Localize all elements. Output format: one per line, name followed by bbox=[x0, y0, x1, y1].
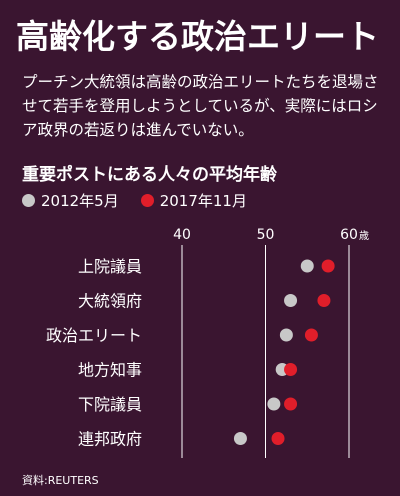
page-title: 高齢化する政治エリート bbox=[16, 17, 379, 56]
legend-dot-2017 bbox=[140, 194, 154, 207]
category-label: 地方知事 bbox=[78, 361, 142, 380]
lead-paragraph: プーチン大統領は高齢の政治エリートたちを退場させて若手を登用しようとしているが、… bbox=[22, 73, 379, 139]
legend-item-2017: 2017年11月 bbox=[140, 190, 247, 211]
point-2017 bbox=[304, 328, 318, 342]
legend-dot-2012 bbox=[22, 194, 35, 207]
point-2017 bbox=[284, 397, 298, 411]
x-tick-label: 40 bbox=[173, 227, 191, 243]
legend-label-2012: 2012年5月 bbox=[41, 192, 119, 210]
point-2012 bbox=[279, 328, 293, 342]
chart-legend: 2012年5月 2017年11月 bbox=[22, 190, 269, 211]
x-unit-label: 歳 bbox=[359, 230, 369, 242]
chart-title: 重要ポストにある人々の平均年齢 bbox=[22, 165, 277, 185]
legend-item-2012: 2012年5月 bbox=[22, 190, 119, 211]
x-tick-label: 60 bbox=[340, 227, 358, 243]
source-note: 資料:REUTERS bbox=[22, 474, 99, 487]
legend-label-2017: 2017年11月 bbox=[159, 192, 247, 210]
category-label: 政治エリート bbox=[46, 326, 142, 345]
point-2012 bbox=[300, 259, 314, 273]
x-tick-label: 50 bbox=[257, 227, 275, 243]
point-2017 bbox=[321, 259, 335, 273]
point-2017 bbox=[271, 432, 285, 445]
point-2012 bbox=[233, 432, 247, 445]
point-2017 bbox=[317, 294, 331, 307]
point-2012 bbox=[284, 294, 298, 307]
category-label: 上院議員 bbox=[78, 257, 142, 276]
point-2017 bbox=[284, 363, 298, 376]
point-2012 bbox=[267, 397, 281, 411]
category-label: 大統領府 bbox=[78, 292, 142, 311]
category-label: 連邦政府 bbox=[78, 430, 142, 449]
category-label: 下院議員 bbox=[78, 395, 142, 414]
